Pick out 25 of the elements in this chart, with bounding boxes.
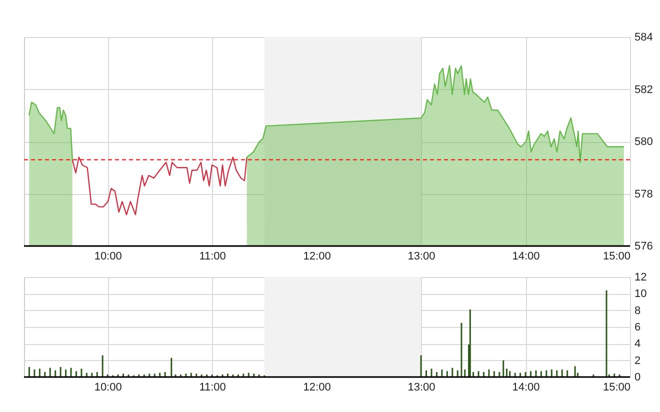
x-tick-label: 14:00 — [512, 250, 540, 262]
x-tick-label: 11:00 — [199, 250, 226, 262]
x-tick-label: 13:00 — [408, 382, 436, 394]
x-tick-label: 15:00 — [602, 250, 630, 262]
y-tick-label: 4 — [634, 338, 641, 350]
line-series — [72, 156, 248, 216]
x-tick-label: 10:00 — [94, 250, 122, 262]
y-tick-label: 584 — [634, 32, 653, 44]
y-tick-label: 576 — [634, 240, 653, 252]
y-tick-label: 12 — [634, 272, 647, 284]
y-tick-label: 0 — [634, 372, 641, 384]
y-tick-label: 580 — [634, 136, 653, 148]
x-tick-label: 14:00 — [512, 382, 540, 394]
y-tick-label: 2 — [634, 354, 641, 367]
x-tick-label: 11:00 — [199, 382, 226, 394]
y-tick-label: 6 — [634, 322, 641, 334]
x-tick-label: 12:00 — [303, 382, 331, 394]
y-tick-label: 578 — [634, 188, 653, 200]
x-tick-label: 15:00 — [602, 382, 630, 394]
x-tick-label: 13:00 — [408, 250, 436, 262]
y-tick-label: 8 — [634, 304, 641, 317]
x-tick-label: 12:00 — [303, 250, 331, 262]
y-tick-label: 10 — [634, 288, 647, 300]
y-tick-label: 582 — [634, 84, 653, 96]
x-tick-label: 10:00 — [94, 382, 122, 394]
